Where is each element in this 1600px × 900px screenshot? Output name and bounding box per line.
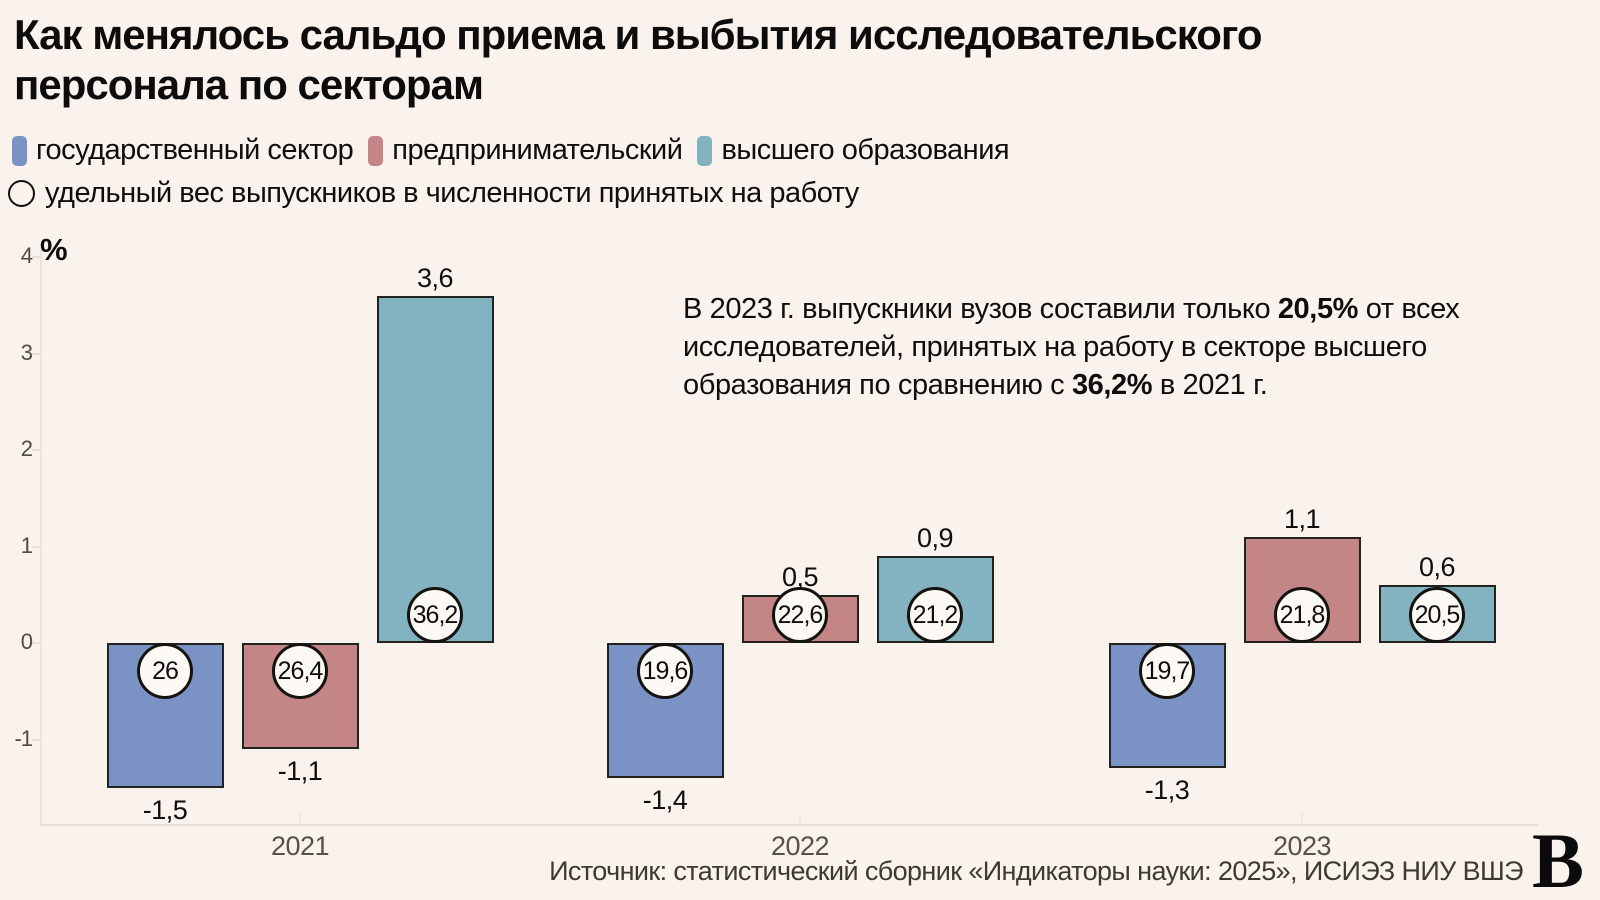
vedomosti-logo: В (1531, 817, 1584, 900)
y-tick-label: 2 (20, 436, 33, 461)
x-axis-line (40, 824, 1538, 826)
y-tick-mark (32, 545, 41, 548)
bar-value-label-business-2022: 0,5 (781, 561, 819, 592)
bar-value-label-government-2023: -1,3 (1144, 775, 1190, 806)
x-tick-mark (1301, 812, 1303, 824)
y-tick-mark (32, 352, 41, 355)
y-tick-label: -1 (14, 725, 33, 751)
graduate-share-badge-government-2022: 19,6 (637, 643, 693, 699)
government-sector-swatch-icon (12, 135, 27, 166)
legend-item-business: предпринимательский (368, 134, 683, 167)
x-tick-mark (299, 812, 301, 824)
bar-value-label-business-2023: 1,1 (1283, 503, 1321, 534)
bar-value-label-higher-education-2023: 0,6 (1418, 552, 1456, 583)
chart-title-line1: Как менялось сальдо приема и выбытия исс… (14, 11, 1262, 58)
y-tick-mark (32, 642, 41, 644)
bar-value-label-higher-education-2022: 0,9 (916, 523, 954, 554)
y-tick-label: 3 (20, 339, 33, 365)
y-tick-label: 4 (20, 243, 33, 268)
graduate-share-badge-business-2023: 21,8 (1274, 587, 1330, 643)
x-tick-label: 2023 (1272, 831, 1332, 861)
legend-item-higher-education: высшего образования (697, 134, 1010, 167)
circle-marker-icon (8, 180, 35, 207)
legend: государственный сектор предпринимательск… (12, 134, 1010, 167)
graduate-share-badge-business-2022: 22,6 (772, 587, 828, 643)
bar-higher-education-2021 (376, 295, 494, 643)
graduate-share-badge-government-2021: 26 (137, 643, 193, 699)
business-sector-swatch-icon (368, 135, 384, 166)
legend-label-circle: удельный вес выпускников в численности п… (45, 177, 859, 209)
legend-label-government: государственный сектор (36, 134, 354, 166)
x-tick-label: 2022 (770, 831, 830, 861)
legend-circle-row: удельный вес выпускников в численности п… (8, 177, 859, 210)
legend-label-business: предпринимательский (392, 134, 683, 166)
bar-value-label-government-2021: -1,5 (142, 794, 188, 825)
y-axis-unit-label: % (40, 232, 68, 267)
y-tick-label: 0 (20, 629, 33, 654)
x-tick-label: 2021 (270, 831, 330, 861)
y-tick-label: 1 (20, 532, 33, 558)
y-tick-mark (32, 738, 41, 741)
graduate-share-badge-higher-education-2023: 20,5 (1409, 587, 1465, 643)
chart-title: Как менялось сальдо приема и выбытия исс… (14, 10, 1262, 110)
x-tick-mark (799, 812, 801, 824)
source-caption: Источник: статистический сборник «Индика… (549, 856, 1523, 886)
higher-education-swatch-icon (697, 135, 713, 166)
bar-value-label-government-2022: -1,4 (642, 785, 688, 816)
graduate-share-badge-higher-education-2021: 36,2 (407, 587, 463, 643)
chart-title-line2: персонала по секторам (14, 61, 484, 108)
legend-item-government: государственный сектор (12, 134, 354, 167)
y-tick-mark (32, 256, 41, 258)
graduate-share-badge-business-2021: 26,4 (272, 643, 328, 699)
bar-value-label-business-2021: -1,1 (277, 756, 323, 787)
legend-label-higher-education: высшего образования (721, 134, 1010, 166)
y-tick-mark (32, 449, 41, 451)
graduate-share-badge-government-2023: 19,7 (1139, 643, 1195, 699)
y-axis-line (40, 250, 42, 825)
graduate-share-badge-higher-education-2022: 21,2 (907, 587, 963, 643)
annotation-text: В 2023 г. выпускники вузов составили тол… (683, 293, 1460, 401)
bar-value-label-higher-education-2021: 3,6 (416, 262, 454, 293)
